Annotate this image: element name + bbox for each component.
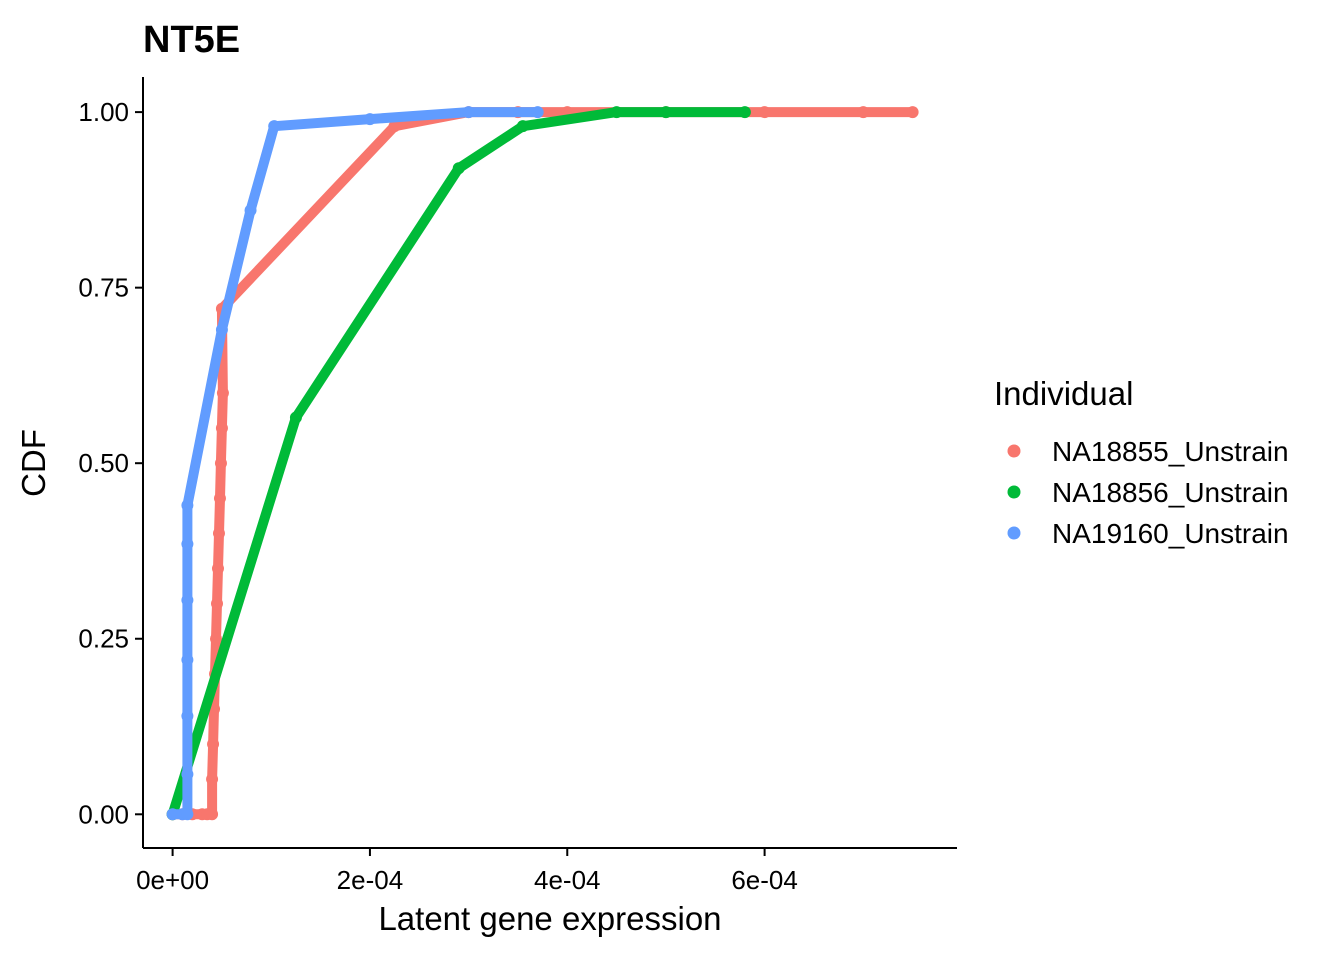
legend-key <box>1007 485 1021 499</box>
y-tick-label: 0.25 <box>78 624 129 654</box>
data-point <box>181 537 194 550</box>
data-point <box>181 768 194 781</box>
data-point <box>206 808 219 821</box>
legend-label: NA18855_Unstrain <box>1052 436 1289 467</box>
data-point <box>659 106 672 119</box>
data-point <box>181 594 194 607</box>
data-point <box>268 120 281 133</box>
data-point <box>181 808 194 821</box>
x-tick-label: 6e-04 <box>731 865 798 895</box>
data-point <box>211 597 223 610</box>
legend-title: Individual <box>994 375 1133 412</box>
x-axis-title: Latent gene expression <box>378 900 721 937</box>
legend-items: NA18855_Unstrain NA18856_Unstrain NA19160_… <box>1007 436 1289 549</box>
data-point <box>388 120 401 133</box>
x-tick-label: 4e-04 <box>534 865 601 895</box>
data-point <box>206 773 219 786</box>
data-point <box>210 632 223 645</box>
data-point <box>216 386 229 399</box>
chart-title: NT5E <box>143 19 240 61</box>
data-point <box>738 106 751 119</box>
x-tick-label: 2e-04 <box>337 865 404 895</box>
legend-key <box>1007 526 1021 540</box>
series-layer <box>166 106 919 821</box>
data-point <box>181 499 194 512</box>
data-point <box>610 106 623 119</box>
data-point <box>244 204 257 217</box>
data-point <box>758 106 771 119</box>
legend: Individual NA18855_Unstrain NA18856_Unstr… <box>994 375 1289 549</box>
data-point <box>462 106 475 119</box>
y-ticks: 0.00 0.25 0.50 0.75 1.00 <box>78 97 143 829</box>
data-point <box>213 492 226 505</box>
data-point <box>166 808 179 821</box>
y-axis-title: CDF <box>15 429 52 497</box>
y-tick-label: 1.00 <box>78 97 129 127</box>
y-tick-label: 0.50 <box>78 448 129 478</box>
series-line <box>167 107 750 820</box>
series-line <box>167 107 543 820</box>
legend-key <box>1007 444 1021 458</box>
legend-label: NA19160_Unstrain <box>1052 518 1289 549</box>
legend-label: NA18856_Unstrain <box>1052 477 1289 508</box>
data-point <box>531 106 544 119</box>
data-point <box>516 120 529 133</box>
series-2 <box>166 106 544 821</box>
data-point <box>214 457 227 470</box>
x-tick-label: 0e+00 <box>136 865 209 895</box>
data-point <box>212 527 225 540</box>
data-point <box>211 562 224 575</box>
y-tick-label: 0.00 <box>78 799 129 829</box>
data-point <box>181 709 194 722</box>
data-point <box>215 422 228 435</box>
y-tick-label: 0.75 <box>78 273 129 303</box>
data-point <box>857 106 870 119</box>
x-ticks: 0e+00 2e-04 4e-04 6e-04 <box>136 848 798 895</box>
data-point <box>289 411 302 424</box>
data-point <box>452 162 465 175</box>
data-point <box>363 113 376 126</box>
data-point <box>207 738 220 751</box>
data-point <box>906 106 919 119</box>
data-point <box>181 653 194 666</box>
data-point <box>215 323 228 336</box>
